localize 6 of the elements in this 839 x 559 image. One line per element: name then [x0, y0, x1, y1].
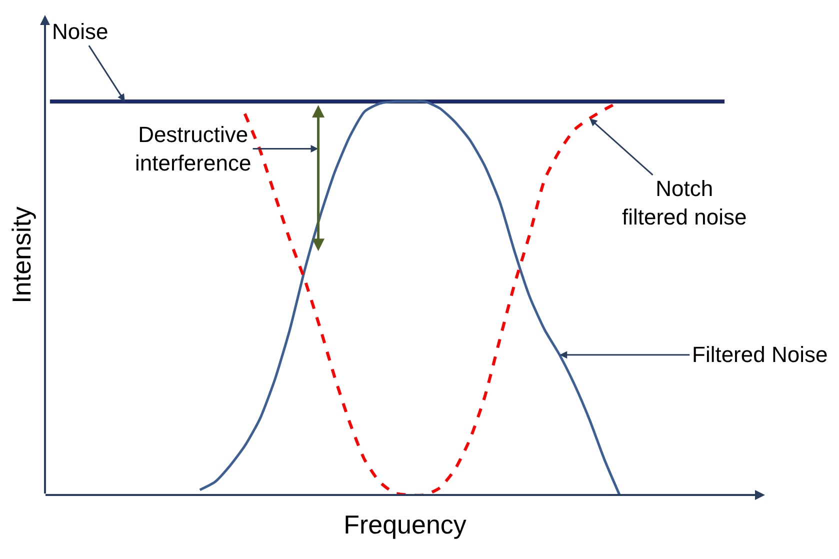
annotation: Destructive interference [135, 122, 252, 176]
y-axis-title: Intensity [6, 206, 36, 304]
text: Notch filtered noise [622, 176, 747, 230]
x-axis-title: Frequency [344, 510, 466, 540]
text: Filtered Noise [692, 342, 828, 367]
text: Noise [52, 19, 108, 44]
